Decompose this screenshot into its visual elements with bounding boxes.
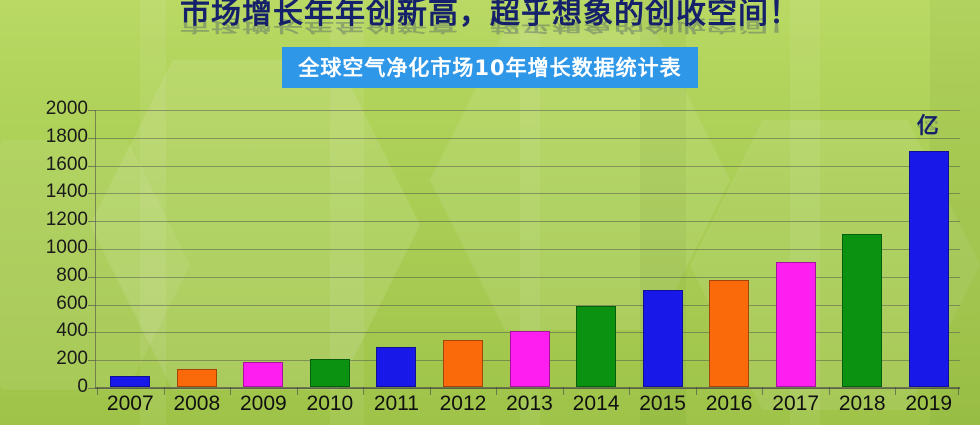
x-axis-label-2014: 2014 (572, 392, 620, 415)
bar-2011 (376, 346, 417, 387)
page-title: 市场增长年年创新高，超乎想象的创收空间！ (180, 0, 800, 31)
y-axis-tick (88, 165, 95, 167)
bar-2019 (908, 150, 949, 387)
gridline (95, 165, 960, 167)
x-axis-label-2019: 2019 (905, 392, 953, 415)
bar-2010 (309, 359, 350, 387)
x-axis-tick (762, 387, 764, 395)
y-axis-tick-label: 600 (56, 292, 88, 314)
x-axis-label-2015: 2015 (639, 392, 686, 415)
x-axis-label-2011: 2011 (373, 392, 419, 415)
x-axis-tick (958, 387, 959, 395)
x-axis-tick (695, 387, 697, 395)
bar-2017 (775, 261, 816, 387)
bar-2016 (709, 279, 750, 387)
y-axis-tick-label: 1000 (45, 237, 88, 258)
gridline (95, 137, 960, 139)
x-axis-label-2010: 2010 (306, 392, 354, 415)
y-axis-tick (88, 304, 95, 306)
y-axis-tick-label: 800 (56, 264, 88, 286)
gridline (95, 388, 960, 389)
y-axis-tick-label: 1800 (45, 125, 88, 147)
x-axis-tick (97, 387, 98, 395)
gridline (95, 110, 960, 111)
x-axis-tick (163, 387, 165, 395)
page-title-reflection: 市场增长年年创新高，超乎想象的创收空间！ (180, 15, 800, 35)
y-axis-tick (88, 388, 95, 389)
y-axis-tick-label: 1600 (45, 153, 88, 175)
x-axis-tick (562, 387, 564, 395)
y-axis-line (95, 110, 96, 388)
y-unit-label: 亿 (916, 114, 939, 139)
y-axis-tick (88, 332, 95, 334)
gridline (95, 249, 960, 250)
bar-2013 (509, 331, 550, 387)
y-axis-labels: 2000 1800 1600 1400 1200 1000 800 600 400 200 0 (0, 98, 88, 397)
y-axis-tick (88, 249, 95, 250)
bar-series (95, 110, 960, 395)
x-axis-tick (828, 387, 830, 395)
gridline (95, 304, 960, 306)
x-axis-label-2007: 2007 (106, 392, 154, 415)
y-axis-tick (88, 360, 95, 362)
x-axis-tick (429, 387, 431, 395)
chart-subtitle-banner: 全球空气净化市场10年增长数据统计表 (282, 47, 698, 88)
bar-2015 (642, 289, 683, 387)
bar-2018 (842, 234, 883, 387)
x-axis-label-2009: 2009 (239, 392, 287, 415)
x-axis-label-2018: 2018 (838, 392, 886, 415)
background-stripe (140, 0, 166, 425)
y-unit-label-reflection: 亿 (916, 118, 939, 132)
x-axis-label-2012: 2012 (439, 392, 487, 415)
x-axis-tick (895, 387, 897, 395)
bar-2008 (176, 368, 217, 387)
y-axis-tick-label: 200 (56, 348, 88, 370)
plot-area (88, 110, 960, 395)
y-axis-tick (88, 110, 95, 111)
bar-2009 (243, 361, 284, 387)
background-stripe (520, 0, 540, 425)
title-block: 市场增长年年创新高，超乎想象的创收空间！ 市场增长年年创新高，超乎想象的创收空间… (0, 0, 980, 58)
x-axis-tick (629, 387, 631, 395)
x-axis-label-2008: 2008 (173, 392, 221, 415)
y-axis-tick-label: 1400 (45, 181, 88, 203)
y-axis-tick (88, 221, 95, 223)
gridline (95, 221, 960, 223)
x-axis-tick (230, 387, 232, 395)
x-axis-labels: 2007 2008 2009 2010 2011 2012 2013 2014 2015 2016… (95, 392, 960, 422)
y-axis-tick-label: 0 (77, 376, 88, 397)
x-axis-tick (496, 387, 498, 395)
y-axis-tick-label: 400 (56, 320, 88, 342)
y-axis-tick-label: 2000 (45, 98, 88, 119)
bar-2007 (110, 375, 151, 387)
gridline (95, 193, 960, 195)
y-axis-tick (88, 193, 95, 195)
y-axis-tick-label: 1200 (45, 209, 88, 231)
bar-2014 (576, 306, 617, 387)
x-axis-label-2017: 2017 (772, 392, 819, 415)
bar-2012 (442, 339, 483, 387)
x-axis-label-2013: 2013 (506, 392, 553, 415)
x-axis-line (95, 387, 960, 389)
y-axis-tick (88, 276, 95, 278)
x-axis-tick (296, 387, 298, 395)
banner-row: 全球空气净化市场10年增长数据统计表 (0, 47, 980, 88)
x-axis-tick (363, 387, 365, 395)
x-axis-label-2016: 2016 (705, 392, 753, 415)
y-axis-tick (88, 137, 95, 139)
gridline (95, 276, 960, 278)
